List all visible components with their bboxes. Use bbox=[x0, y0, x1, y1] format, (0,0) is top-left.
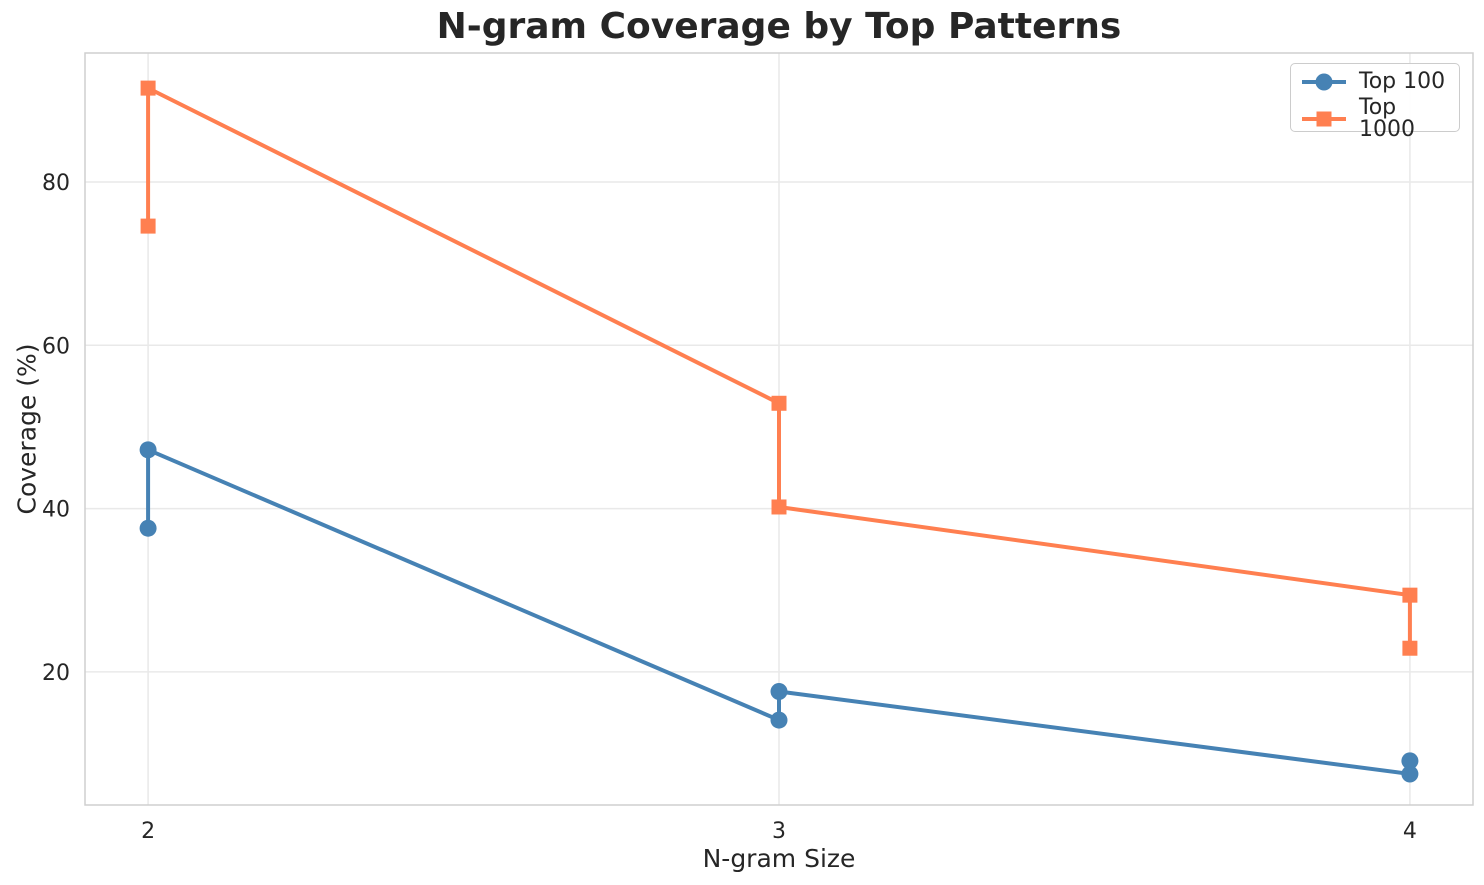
data-point-marker bbox=[1401, 752, 1419, 770]
data-point-marker bbox=[770, 683, 788, 701]
legend-item: Top 100 bbox=[1299, 67, 1451, 97]
y-tick-label: 40 bbox=[42, 498, 70, 523]
legend-line-square-icon bbox=[1302, 111, 1346, 127]
y-axis-label: Coverage (%) bbox=[12, 343, 42, 515]
data-point-marker bbox=[139, 441, 157, 459]
chart-title: N-gram Coverage by Top Patterns bbox=[436, 6, 1122, 47]
data-point-marker bbox=[1402, 587, 1418, 603]
x-tick-label: 2 bbox=[141, 819, 155, 844]
y-tick-label: 20 bbox=[42, 661, 70, 686]
y-tick-label: 60 bbox=[42, 334, 70, 359]
data-point-marker bbox=[140, 80, 156, 96]
data-point-marker bbox=[771, 395, 787, 411]
legend-line-circle-icon bbox=[1302, 73, 1346, 91]
data-point-marker bbox=[771, 499, 787, 515]
legend-swatch-marker bbox=[1315, 73, 1333, 91]
legend-swatch-marker bbox=[1316, 111, 1332, 127]
x-axis-label: N-gram Size bbox=[702, 844, 856, 873]
legend: Top 100 Top 1000 bbox=[1290, 63, 1460, 141]
data-point-marker bbox=[1401, 765, 1419, 783]
data-point-marker bbox=[1402, 640, 1418, 656]
plot-border bbox=[84, 52, 1474, 806]
x-tick-label: 4 bbox=[1403, 819, 1417, 844]
legend-label: Top 100 bbox=[1359, 69, 1446, 94]
legend-label: Top 1000 bbox=[1359, 95, 1415, 142]
legend-item: Top 1000 bbox=[1299, 97, 1451, 141]
data-point-marker bbox=[140, 218, 156, 234]
data-point-marker bbox=[139, 519, 157, 537]
data-point-marker bbox=[770, 711, 788, 729]
y-tick-label: 80 bbox=[42, 171, 70, 196]
x-tick-label: 3 bbox=[772, 819, 786, 844]
series-line-top-1000 bbox=[146, 86, 1412, 651]
